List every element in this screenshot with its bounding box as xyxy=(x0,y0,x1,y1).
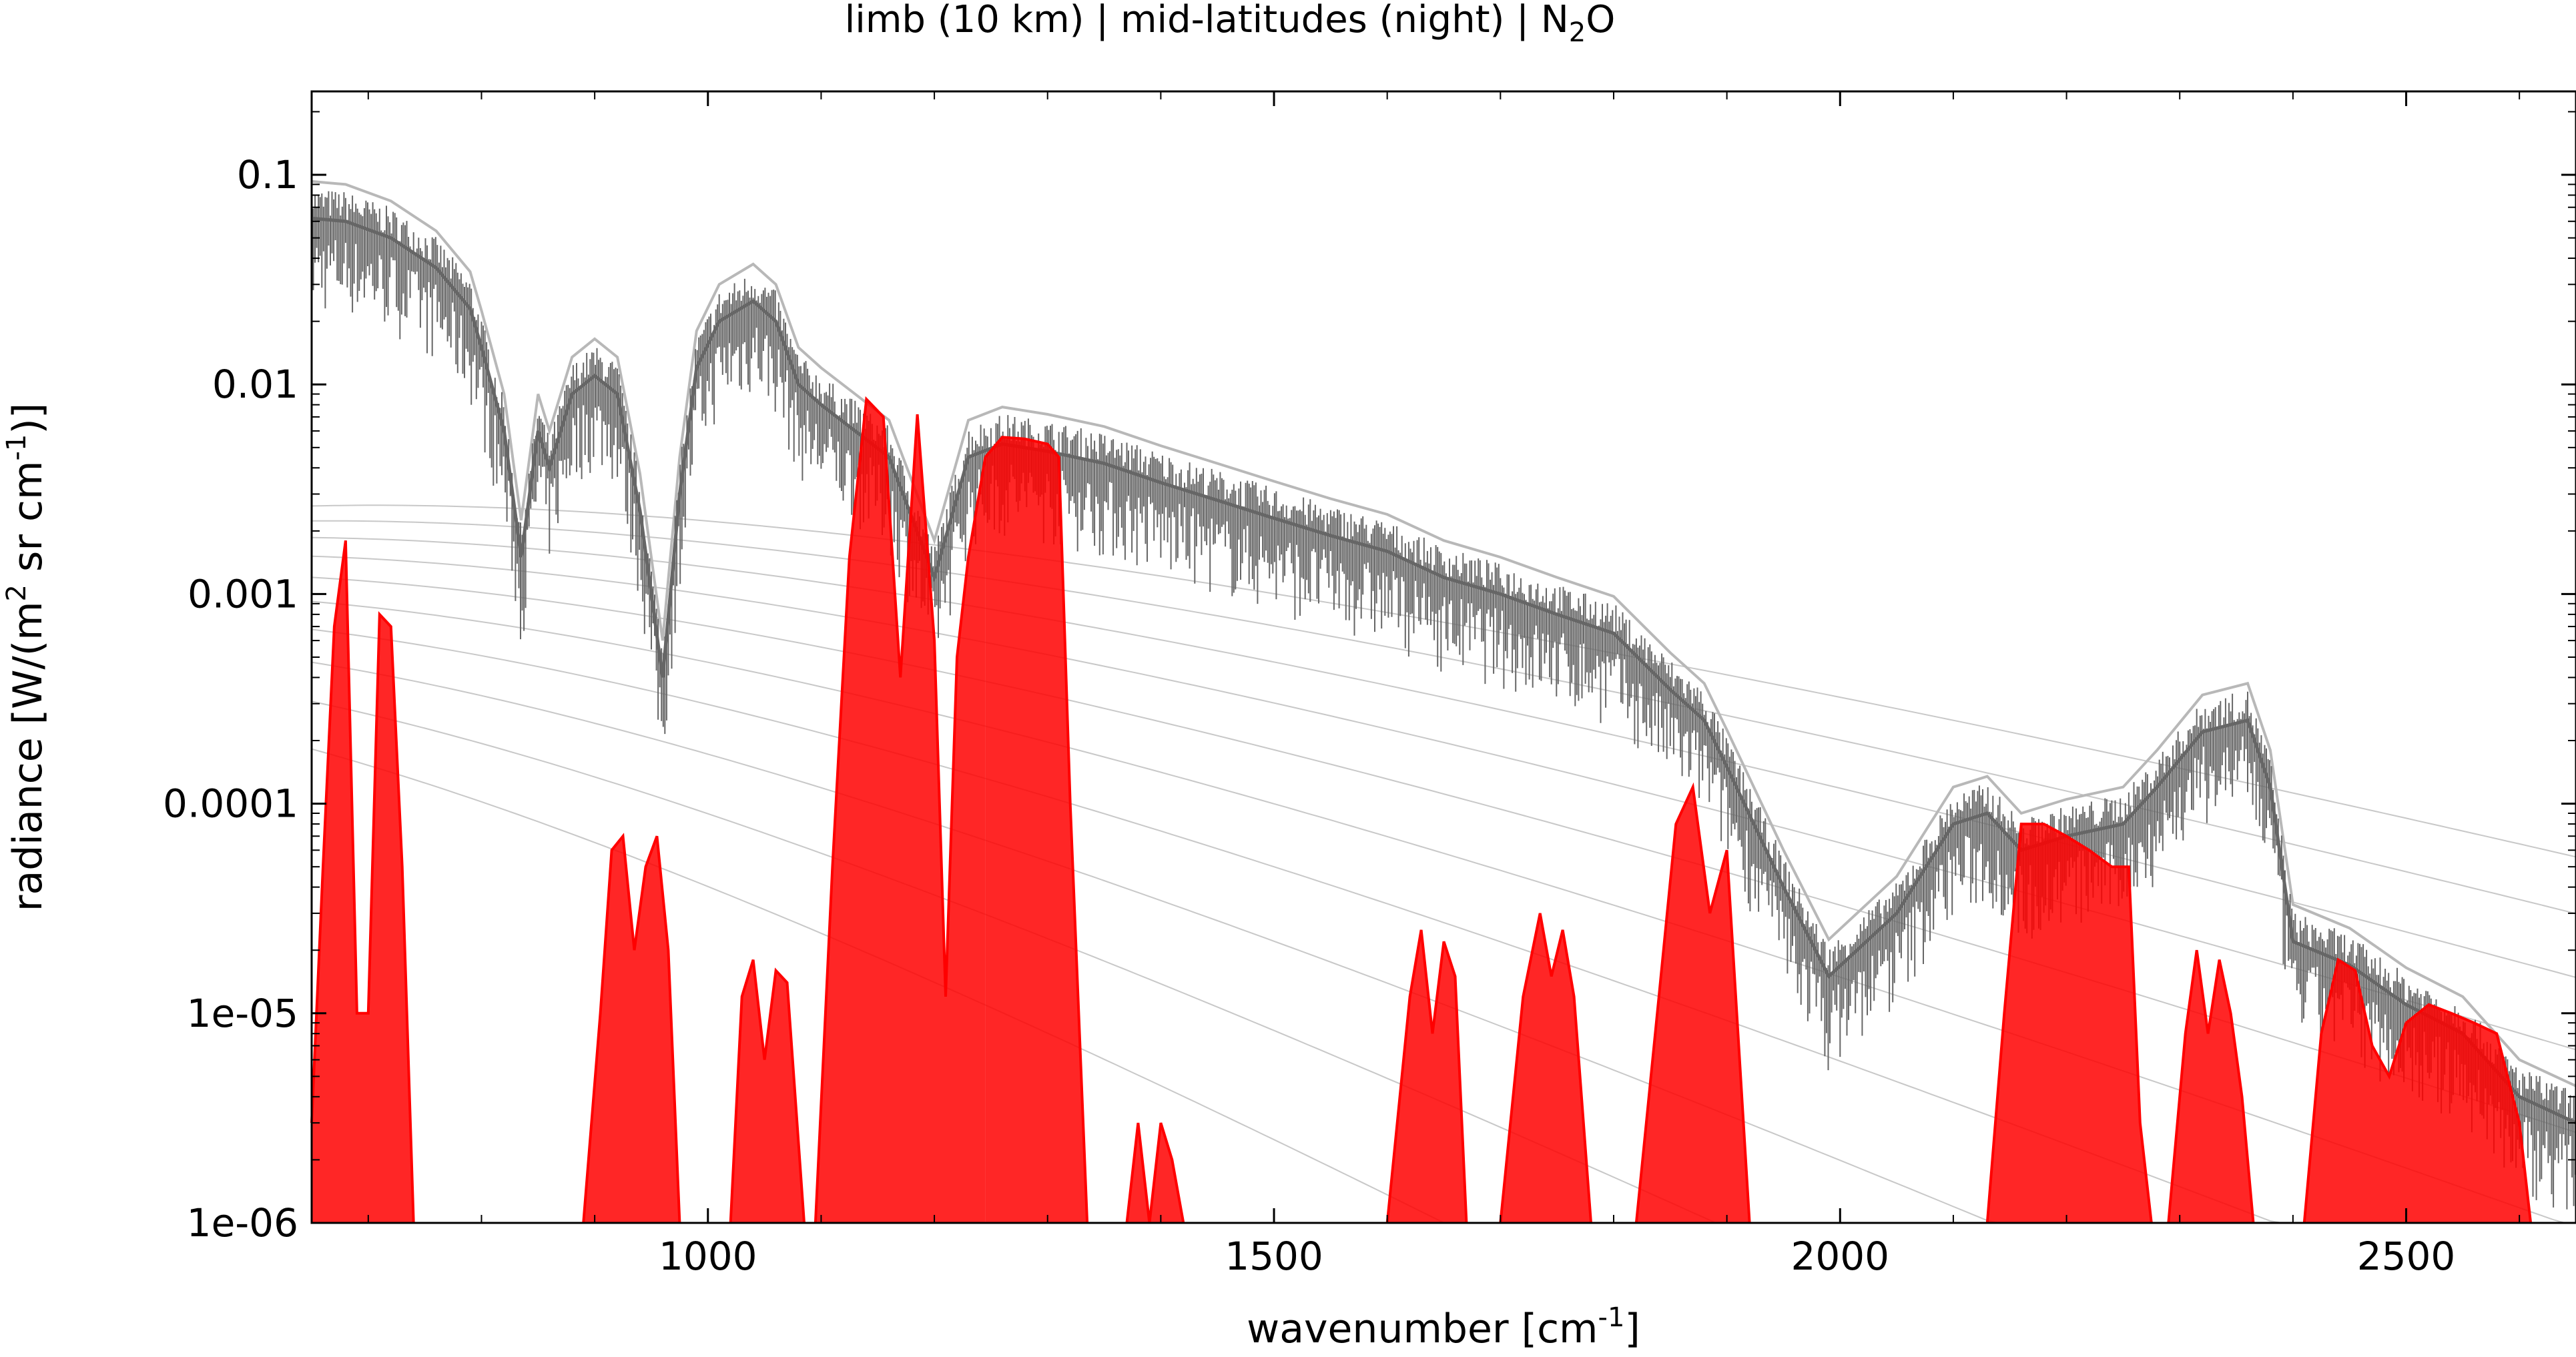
y-axis-title-a: radiance [W/(m xyxy=(5,601,51,911)
n2o-band-fill-2 xyxy=(583,836,680,1223)
n2o-band-line-10 xyxy=(1985,823,2153,1224)
n2o-band-line-6 xyxy=(1125,1122,1185,1224)
n2o-band-line-12 xyxy=(2302,957,2533,1224)
y-axis-title: radiance [W/(m2 sr cm-1)] xyxy=(1,403,51,911)
x-axis-title-superscript: -1 xyxy=(1598,1302,1625,1333)
chart-title: limb (10 km) | mid-latitudes (night) | N… xyxy=(845,0,1616,48)
n2o-band-line-3 xyxy=(729,959,806,1224)
planck-reference-curves xyxy=(311,504,2576,1224)
y-axis-title-c: )] xyxy=(5,403,51,434)
y-tick-label-4: 0.01 xyxy=(212,362,298,407)
n2o-band-line-11 xyxy=(2167,949,2255,1224)
y-axis-ticks: 1e-06 1e-05 0.0001 0.001 0.01 0.1 xyxy=(163,111,2576,1246)
chart-title-main: limb (10 km) | mid-latitudes (night) | N xyxy=(845,0,1569,41)
n2o-band-line-7 xyxy=(1385,929,1468,1224)
planck-curve-320K xyxy=(311,536,2576,978)
x-tick-label-2500: 2500 xyxy=(2357,1234,2456,1279)
x-axis-ticks: 1000 1500 2000 2500 xyxy=(367,91,2521,1279)
chart-title-subscript: 2 xyxy=(1569,17,1586,48)
n2o-band-fill-9 xyxy=(1636,787,1750,1223)
planck-curve-300K xyxy=(311,555,2576,1051)
n2o-band-line-8 xyxy=(1499,913,1592,1224)
n2o-band-line-5 xyxy=(984,436,1089,1224)
x-tick-label-2000: 2000 xyxy=(1791,1234,1889,1279)
n2o-band-fill-7 xyxy=(1387,929,1467,1223)
chart-title-tail: O xyxy=(1586,0,1615,41)
y-axis-title-superscript-1: 2 xyxy=(1,584,32,601)
total-radiance-upper-envelope xyxy=(311,179,2576,1087)
x-axis-title-main: wavenumber [cm xyxy=(1247,1306,1598,1352)
n2o-band-fill-8 xyxy=(1500,913,1591,1223)
n2o-band-line-2 xyxy=(582,833,681,1224)
n2o-band-fill-12 xyxy=(2304,959,2531,1223)
x-tick-label-1500: 1500 xyxy=(1225,1234,1323,1279)
y-tick-label-5: 0.1 xyxy=(237,152,298,197)
x-axis-title-tail: ] xyxy=(1624,1306,1640,1352)
y-tick-label-1: 1e-05 xyxy=(187,991,298,1036)
n2o-band-fill-5 xyxy=(985,437,1088,1223)
y-tick-label-3: 0.001 xyxy=(188,571,298,616)
n2o-band-fill-1 xyxy=(312,540,414,1223)
y-tick-label-0: 1e-06 xyxy=(187,1200,298,1246)
x-axis-title: wavenumber [cm-1] xyxy=(1247,1302,1640,1352)
x-tick-label-1000: 1000 xyxy=(659,1234,757,1279)
n2o-band-fill-10 xyxy=(1987,824,2152,1223)
n2o-band-fill-3 xyxy=(730,959,804,1223)
y-axis-title-superscript-2: -1 xyxy=(1,434,32,461)
planck-curve-240K xyxy=(311,628,2282,1224)
n2o-band-line-4 xyxy=(814,396,987,1224)
total-radiance-series xyxy=(311,179,2576,1210)
n2o-band-fill-4 xyxy=(815,399,986,1223)
n2o-band-fill-11 xyxy=(2168,950,2254,1223)
n2o-band-line-1 xyxy=(310,540,415,1224)
n2o-band-line-9 xyxy=(1634,782,1751,1224)
y-axis-title-b: sr cm xyxy=(5,460,51,584)
planck-curve-360K xyxy=(311,504,2576,858)
planck-curve-340K xyxy=(311,520,2576,915)
y-tick-label-2: 0.0001 xyxy=(163,781,298,827)
n2o-radiance-series xyxy=(310,396,2533,1224)
